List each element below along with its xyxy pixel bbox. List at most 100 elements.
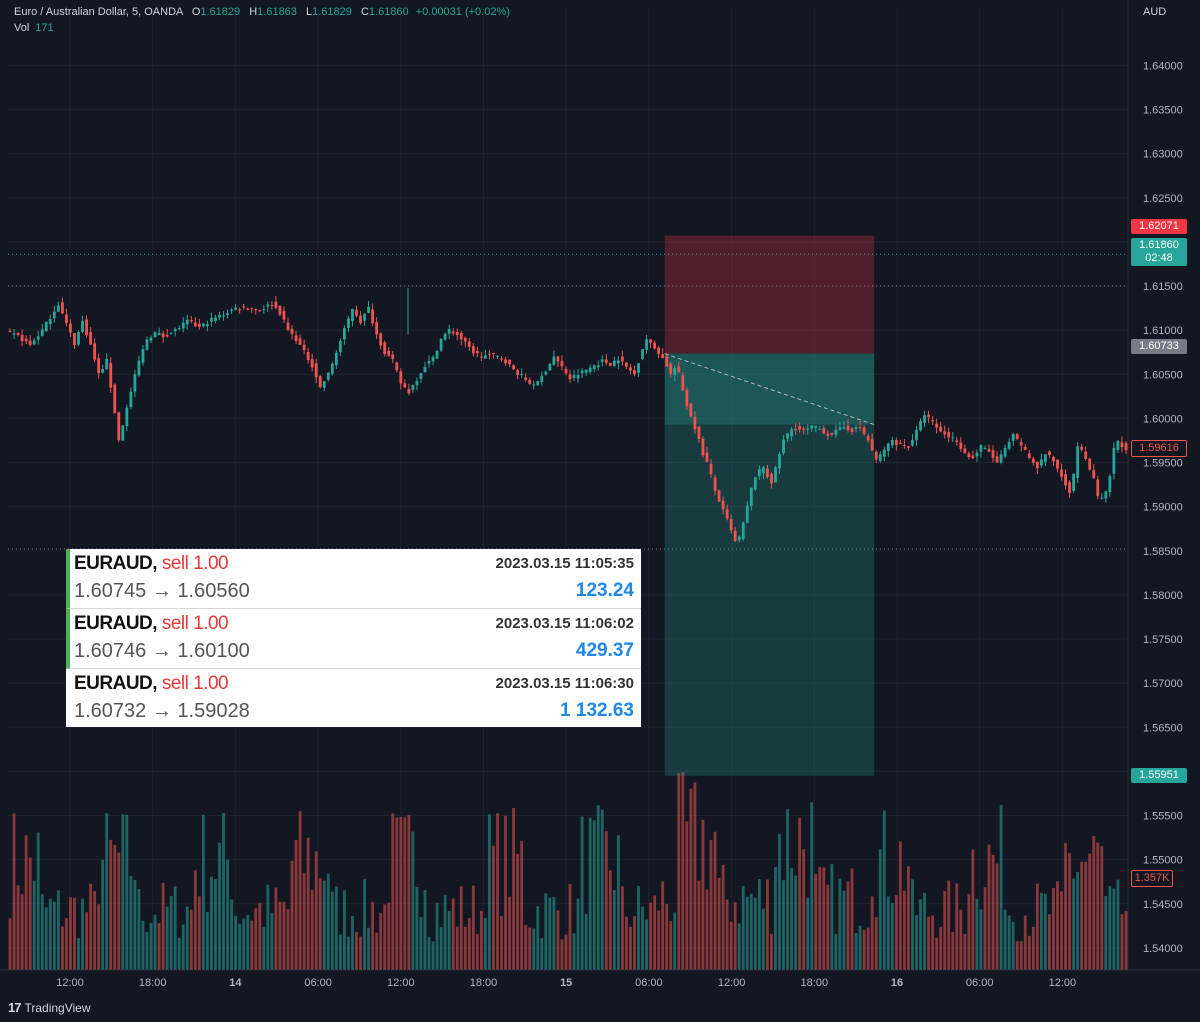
trade-row[interactable]: EURAUD, sell 1.00 2023.03.15 11:06:02 1.…: [66, 609, 641, 669]
volume-bar: [129, 875, 133, 970]
volume-header: Vol 171: [14, 22, 54, 34]
trade-row[interactable]: EURAUD, sell 1.00 2023.03.15 11:06:30 1.…: [66, 669, 641, 727]
volume-bar: [101, 859, 105, 970]
volume-bar: [60, 926, 64, 970]
y-tick-label: 1.59500: [1143, 458, 1183, 470]
volume-bar: [355, 931, 358, 970]
candle-body: [737, 536, 741, 541]
volume-bar: [1031, 926, 1035, 970]
axis-currency-label[interactable]: AUD: [1143, 6, 1167, 18]
volume-label[interactable]: Vol: [14, 22, 30, 34]
volume-bar: [665, 904, 669, 970]
candle-body: [616, 360, 620, 364]
current-price-value: 1.61860: [1139, 239, 1179, 251]
candle-body: [886, 443, 890, 452]
candle-body: [338, 340, 342, 353]
volume-bar: [826, 884, 830, 970]
candle-body: [137, 360, 141, 376]
volume-bar: [306, 837, 310, 970]
volume-bar: [677, 773, 681, 970]
candle-body: [379, 333, 383, 346]
close-label: C: [360, 6, 369, 18]
volume-bar: [532, 928, 536, 970]
candle-body: [842, 427, 846, 429]
volume-bar: [302, 873, 306, 970]
candle-body: [342, 328, 346, 340]
volume-bar: [193, 870, 197, 970]
volume-bar: [1096, 842, 1100, 970]
volume-bar: [927, 916, 930, 970]
volume-bar: [326, 873, 330, 970]
candle-body: [173, 329, 177, 332]
candle-body: [40, 329, 44, 336]
candle-body: [564, 368, 568, 374]
candle-body: [254, 309, 258, 311]
volume-bar: [955, 883, 959, 970]
candle-body: [1035, 461, 1039, 469]
candle-body: [109, 362, 113, 388]
candle-body: [1116, 440, 1120, 451]
volume-bar: [475, 934, 479, 970]
candle-body: [28, 340, 32, 345]
volume-bar: [508, 896, 511, 970]
volume-bar: [653, 895, 657, 970]
candle-body: [544, 371, 548, 375]
candle-body: [580, 370, 584, 374]
volume-bar: [330, 891, 334, 970]
volume-bar: [1104, 895, 1108, 970]
volume-bar: [149, 922, 153, 970]
candle-body: [24, 338, 28, 342]
volume-bar: [185, 906, 189, 970]
volume-bar: [620, 886, 624, 970]
volume-bar: [935, 937, 939, 970]
volume-bar: [419, 917, 423, 970]
candle-body: [306, 351, 310, 361]
candle-body: [492, 353, 495, 355]
volume-bar: [717, 877, 721, 970]
tradingview-branding[interactable]: 17 TradingView: [8, 1000, 91, 1015]
candle-body: [898, 442, 902, 444]
volume-bar: [616, 835, 620, 970]
volume-bar: [8, 918, 12, 970]
candle-body: [403, 383, 407, 388]
candle-body: [431, 356, 435, 362]
candle-body: [778, 454, 781, 469]
volume-bar: [169, 895, 173, 970]
candle-body: [97, 358, 101, 373]
trade-side: sell 1.00: [161, 613, 229, 634]
volume-bar: [266, 884, 270, 970]
volume-bar: [798, 817, 802, 970]
candle-body: [1104, 491, 1108, 499]
candle-body: [681, 375, 685, 391]
candle-body: [274, 301, 278, 308]
candle-body: [250, 308, 254, 310]
candle-body: [669, 363, 673, 374]
candle-body: [206, 324, 209, 327]
volume-bar: [673, 912, 677, 970]
volume-bar: [838, 878, 842, 970]
candle-body: [620, 356, 624, 362]
volume-bar: [588, 817, 592, 970]
volume-bar: [210, 876, 213, 970]
volume-bar: [28, 857, 32, 970]
volume-bar: [379, 912, 383, 970]
candle-body: [665, 356, 669, 367]
volume-bar: [40, 894, 44, 970]
candle-body: [931, 420, 935, 422]
candle-body: [584, 369, 588, 373]
volume-bar: [898, 841, 902, 970]
symbol-title[interactable]: Euro / Australian Dollar, 5, OANDA: [14, 6, 183, 18]
volume-bar: [725, 899, 729, 970]
trade-row[interactable]: EURAUD, sell 1.00 2023.03.15 11:05:35 1.…: [66, 549, 641, 609]
candle-body: [44, 321, 48, 331]
volume-bar: [1039, 892, 1043, 970]
candle-body: [995, 456, 999, 463]
volume-bar: [572, 933, 576, 970]
trade-symbol-text: EURAUD,: [74, 673, 158, 694]
volume-bar: [995, 863, 999, 970]
candle-body: [16, 333, 20, 336]
candle-body: [129, 391, 133, 408]
candle-body: [32, 340, 36, 345]
candle-body: [761, 467, 765, 474]
